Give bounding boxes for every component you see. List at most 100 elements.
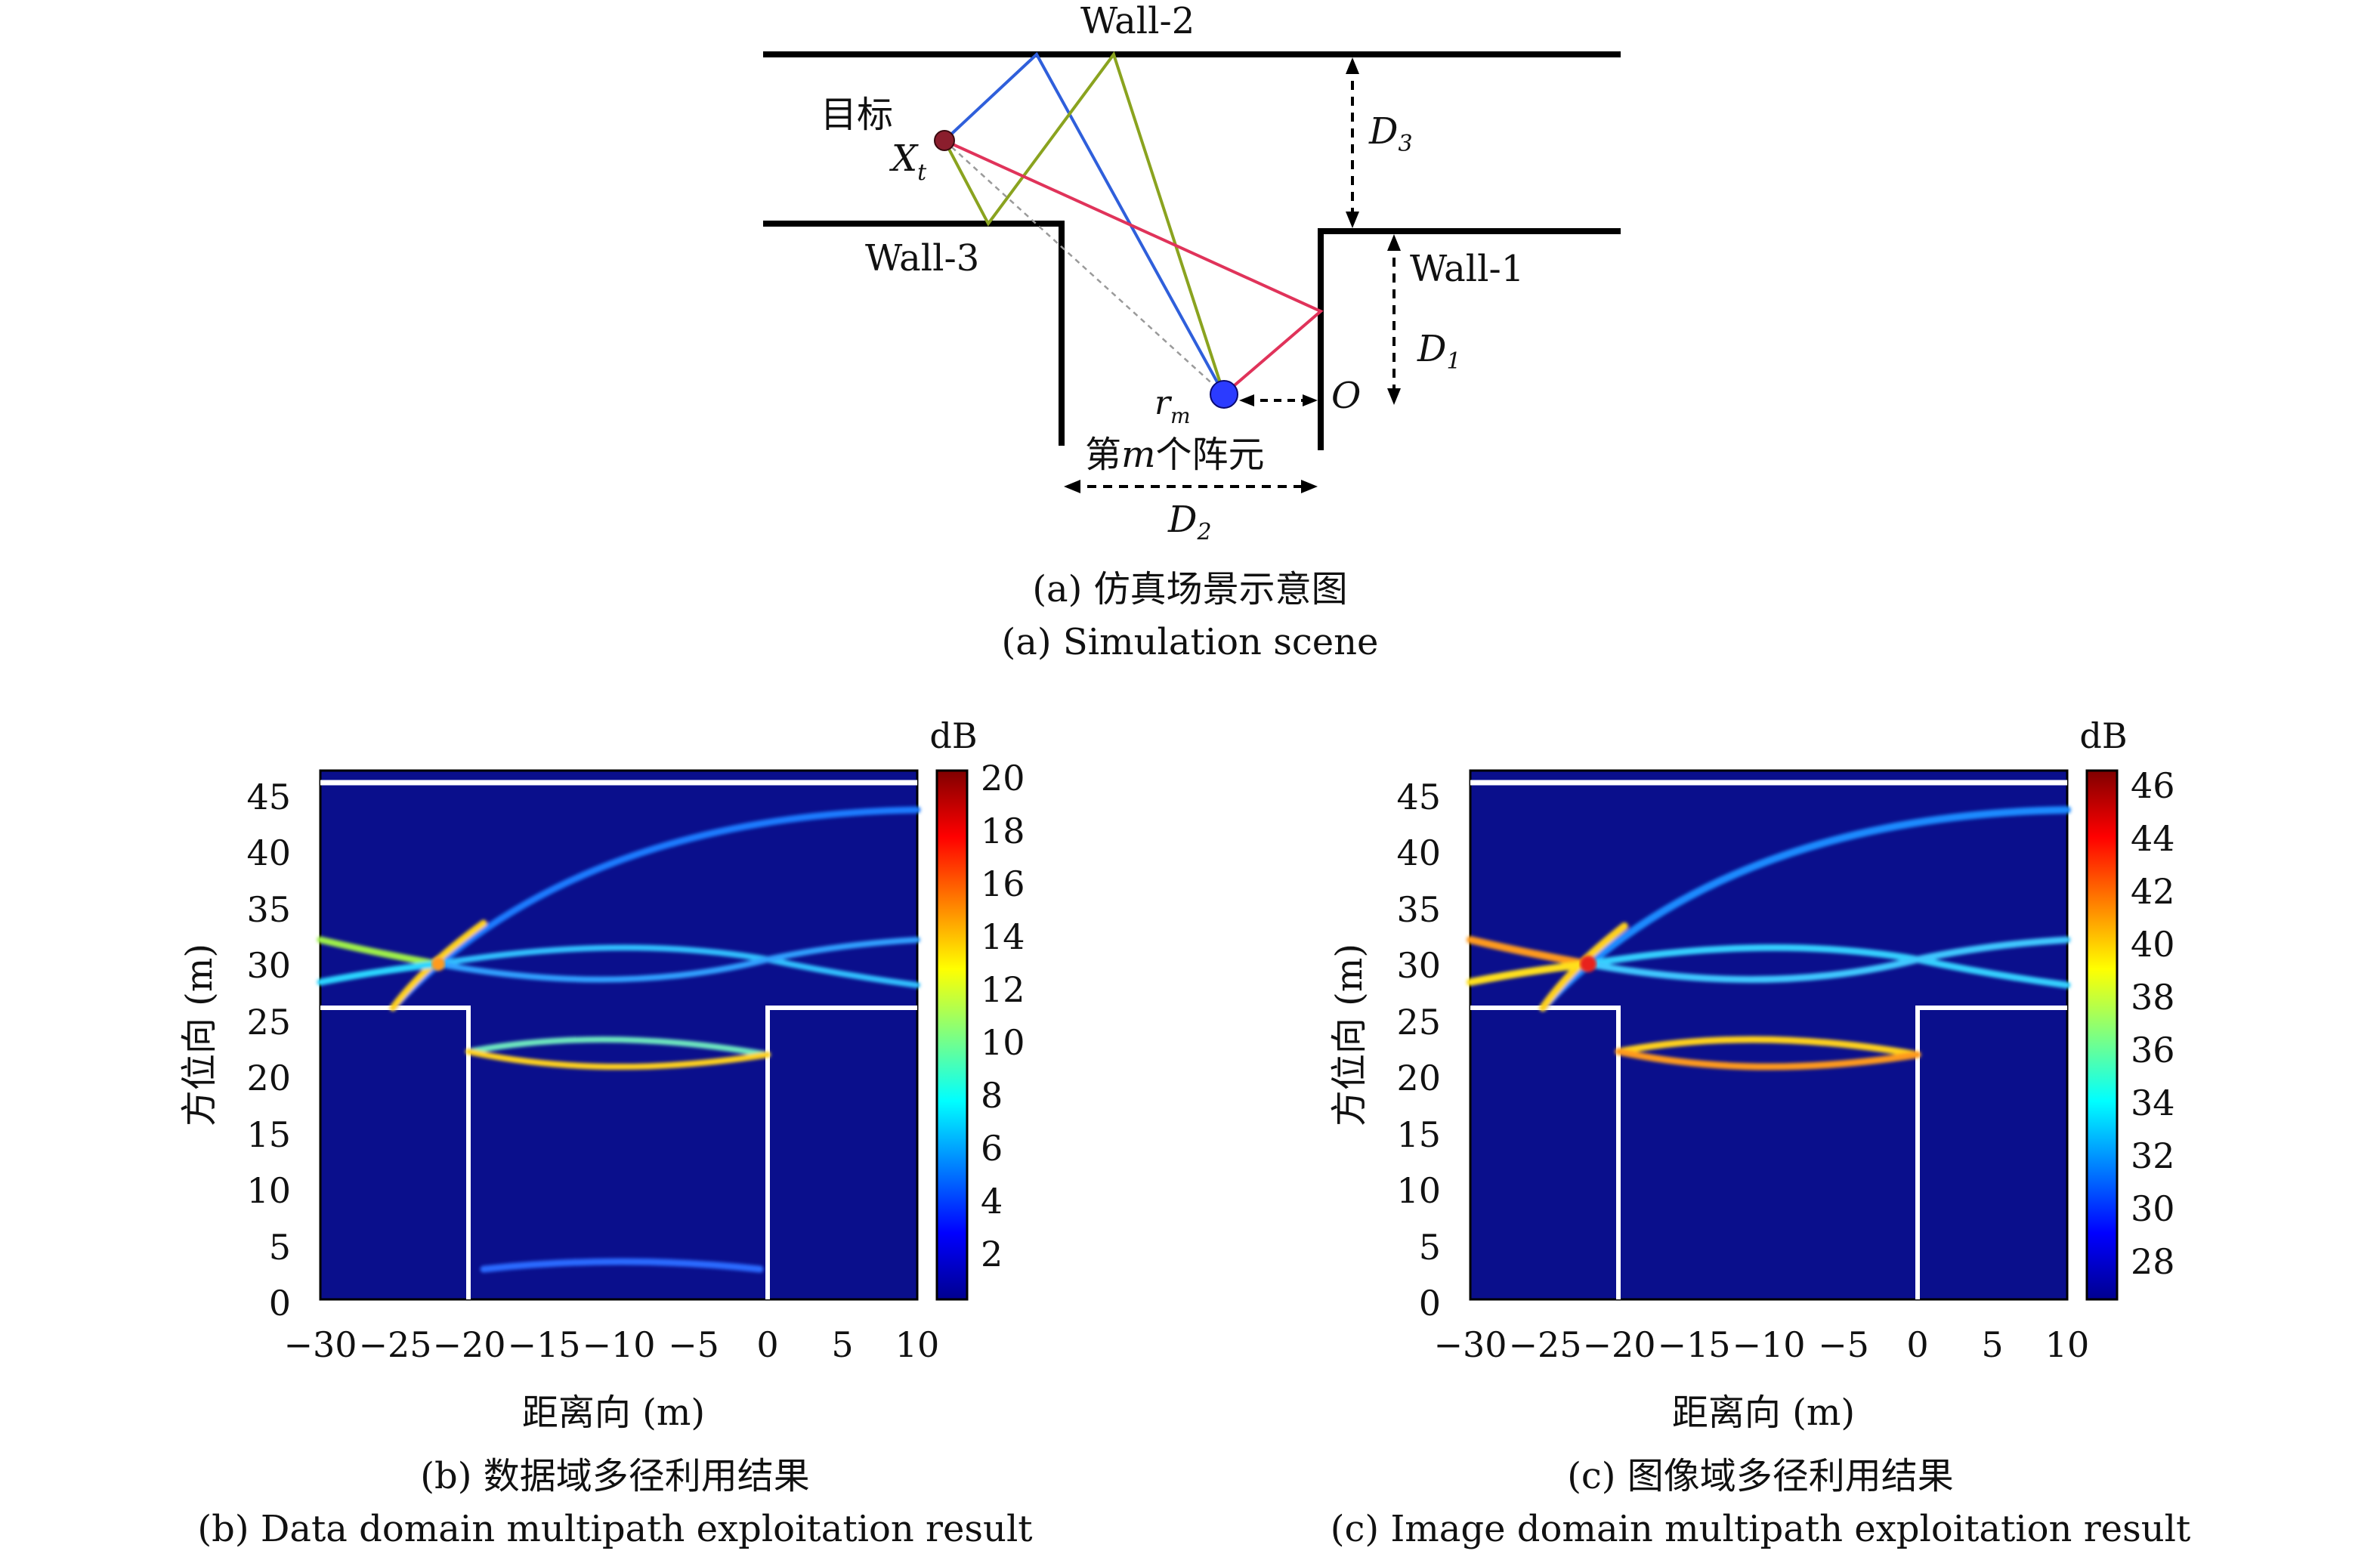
plot-b: 45 40 35 30 25 20 15 10 5 0 −30 −25 −20 …	[178, 715, 1033, 1550]
plot-b-cbar-tick: 6	[981, 1128, 1003, 1169]
plot-c-ytick: 30	[1396, 945, 1441, 986]
wall-1	[1318, 228, 1621, 450]
plot-b-colorbar	[935, 769, 969, 1301]
plot-c-xtick: −30	[1433, 1324, 1507, 1365]
plot-b-xtick: −20	[432, 1324, 505, 1365]
plot-b-ytick: 15	[246, 1114, 291, 1155]
plot-c-cbar-tick: 38	[2131, 977, 2175, 1018]
plot-b-ytick: 40	[246, 833, 291, 873]
plot-c-ytick: 45	[1396, 777, 1441, 817]
scene-diagram: Wall-2 Wall-3 Wall-1 目标 Xt rm O D3 D1 D2…	[763, 0, 1621, 663]
target-label: 目标	[821, 94, 893, 136]
d2-label: D2	[1167, 499, 1212, 545]
d1-label: D1	[1417, 328, 1461, 375]
plot-b-xticks: −30 −25 −20 −15 −10 −5 0 5 10	[283, 1324, 939, 1365]
array-element-marker	[1210, 380, 1238, 409]
plot-b-ytick: 20	[246, 1058, 291, 1098]
plot-c-xtick: −5	[1818, 1324, 1869, 1365]
wall-1-label: Wall-1	[1410, 248, 1524, 290]
plot-c-xtick: −15	[1657, 1324, 1730, 1365]
plot-b-xtick: −10	[582, 1324, 655, 1365]
plot-b-cbar-tick: 8	[981, 1075, 1003, 1116]
plot-c-cbar-tick: 42	[2131, 871, 2175, 912]
plot-b-cbar-tick: 10	[981, 1022, 1025, 1063]
plot-c-xtick: 10	[2045, 1324, 2090, 1365]
wall-2-label: Wall-2	[1080, 0, 1195, 42]
plot-c-cbar-tick: 30	[2131, 1188, 2175, 1229]
plot-b-ytick: 0	[269, 1283, 291, 1324]
plot-c-xticks: −30 −25 −20 −15 −10 −5 0 5 10	[1433, 1324, 2089, 1365]
plot-c-cbar-unit: dB	[2079, 715, 2127, 756]
caption-b-en: (b) Data domain multipath exploitation r…	[197, 1508, 1032, 1550]
caption-c-en: (c) Image domain multipath exploitation …	[1331, 1508, 2191, 1550]
wall-3	[763, 221, 1065, 446]
plot-c-ytick: 10	[1396, 1170, 1441, 1211]
plot-c-ytick: 0	[1419, 1283, 1441, 1324]
plot-b-ytick: 5	[269, 1227, 291, 1268]
plot-b-ytick: 35	[246, 889, 291, 930]
xt-label: Xt	[889, 137, 927, 186]
plot-b-cbar-ticks: 20 18 16 14 12 10 8 6 4 2	[981, 758, 1025, 1274]
plot-b-ytick: 30	[246, 945, 291, 986]
plot-b-cbar-tick: 4	[981, 1181, 1003, 1222]
caption-b-zh: (b) 数据域多径利用结果	[420, 1455, 809, 1497]
plot-c-xtick: 5	[1981, 1324, 2003, 1365]
plot-b-xtick: 5	[831, 1324, 853, 1365]
plot-c-cbar-tick: 28	[2131, 1241, 2175, 1282]
plot-c-cbar-tick: 46	[2131, 765, 2175, 806]
plot-b-xtick: −15	[507, 1324, 580, 1365]
plot-b-xlabel: 距离向 (m)	[522, 1392, 705, 1434]
plot-c-cbar-tick: 44	[2131, 818, 2175, 859]
array-element-label: 第m个阵元	[1085, 434, 1265, 476]
plot-b-cbar-tick: 20	[981, 758, 1025, 799]
plot-c-cbar-tick: 36	[2131, 1030, 2175, 1070]
plot-c-ytick: 35	[1396, 889, 1441, 930]
plot-c-xtick: −20	[1582, 1324, 1655, 1365]
plot-c-cbar-tick: 40	[2131, 924, 2175, 965]
plot-c-area	[1467, 769, 2071, 1301]
d3-label: D3	[1368, 110, 1413, 157]
plot-c-ytick: 25	[1396, 1002, 1441, 1043]
plot-c-ytick: 20	[1396, 1058, 1441, 1098]
plot-c-cbar-tick: 34	[2131, 1083, 2175, 1123]
plot-b-ytick: 45	[246, 777, 291, 817]
plot-c-background	[1469, 769, 2069, 1301]
caption-a-en: (a) Simulation scene	[1002, 621, 1379, 663]
plot-b-cbar-tick: 16	[981, 863, 1025, 904]
plot-c-colorbar	[2085, 769, 2119, 1301]
plot-b-xtick: 0	[756, 1324, 778, 1365]
plot-c-xtick: −25	[1508, 1324, 1581, 1365]
ray-red	[944, 139, 1324, 396]
plot-b-xtick: 10	[895, 1324, 940, 1365]
plot-b-cbar-tick: 18	[981, 811, 1025, 851]
plot-c-ytick: 15	[1396, 1114, 1441, 1155]
plot-b-cbar-unit: dB	[929, 715, 977, 756]
plot-c-ytick: 40	[1396, 833, 1441, 873]
origin-label: O	[1331, 375, 1361, 417]
ray-green	[943, 51, 1226, 395]
plot-c: 45 40 35 30 25 20 15 10 5 0 −30 −25 −20 …	[1328, 715, 2190, 1550]
ray-blue	[943, 51, 1226, 395]
plot-c-cbar-tick: 32	[2131, 1135, 2175, 1176]
plot-b-background	[319, 769, 919, 1301]
plot-b-ylabel: 方位向 (m)	[178, 944, 221, 1126]
plot-c-xtick: −10	[1732, 1324, 1805, 1365]
plot-b-ytick: 10	[246, 1170, 291, 1211]
caption-c-zh: (c) 图像域多径利用结果	[1567, 1455, 1954, 1497]
plot-c-cbar-ticks: 46 44 42 40 38 36 34 32 30 28	[2131, 765, 2175, 1282]
plot-b-xtick: −30	[283, 1324, 357, 1365]
plot-b-area	[317, 769, 921, 1301]
target-marker	[934, 130, 955, 151]
plot-c-ytick: 5	[1419, 1227, 1441, 1268]
plot-c-xtick: 0	[1906, 1324, 1928, 1365]
plot-c-ylabel: 方位向 (m)	[1328, 944, 1371, 1126]
rm-label: rm	[1154, 384, 1191, 428]
plot-b-xtick: −5	[668, 1324, 719, 1365]
plot-b-yticks: 45 40 35 30 25 20 15 10 5 0	[246, 777, 291, 1324]
plot-c-yticks: 45 40 35 30 25 20 15 10 5 0	[1396, 777, 1441, 1324]
plot-b-xtick: −25	[358, 1324, 431, 1365]
wall-3-label: Wall-3	[865, 237, 979, 280]
plot-b-cbar-tick: 2	[981, 1234, 1003, 1274]
plot-c-xlabel: 距离向 (m)	[1672, 1392, 1855, 1434]
